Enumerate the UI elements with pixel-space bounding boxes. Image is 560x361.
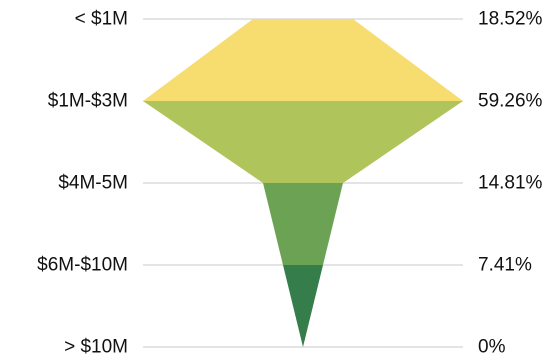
category-label-3: $6M-$10M: [37, 255, 128, 276]
category-label-2: $4M-5M: [58, 173, 128, 194]
funnel-segment-1: [143, 101, 463, 183]
value-label-4: 0%: [478, 337, 506, 358]
funnel-segment-3: [282, 265, 324, 347]
value-labels: 18.52% 59.26% 14.81% 7.41% 0%: [478, 9, 543, 358]
category-label-0: < $1M: [75, 9, 128, 30]
category-label-4: > $10M: [64, 337, 128, 358]
value-label-2: 14.81%: [478, 173, 543, 194]
value-label-1: 59.26%: [478, 91, 543, 112]
value-label-3: 7.41%: [478, 255, 532, 276]
value-label-0: 18.52%: [478, 9, 543, 30]
funnel-segment-2: [263, 183, 343, 265]
category-label-1: $1M-$3M: [48, 91, 128, 112]
category-labels: < $1M $1M-$3M $4M-5M $6M-$10M > $10M: [37, 9, 128, 358]
funnel-segment-0: [143, 19, 463, 101]
funnel-segments: [143, 19, 463, 347]
